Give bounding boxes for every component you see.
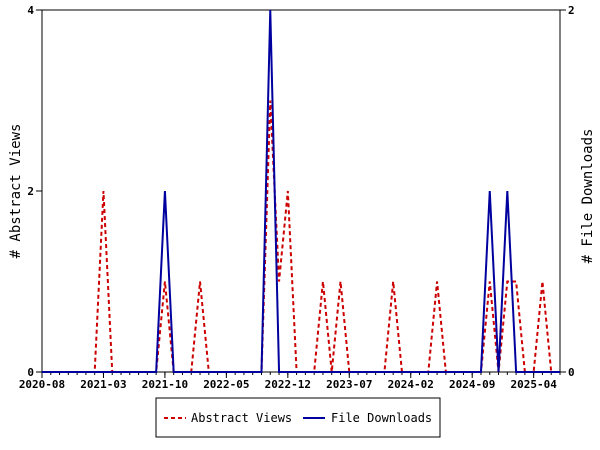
y-axis-left-title: # Abstract Views — [8, 124, 24, 259]
x-axis: 2020-08 2021-03 2021-10 2022-05 2022-12 2023-… — [19, 372, 561, 391]
series-layer — [42, 9, 560, 373]
legend-label-file-downloads: File Downloads — [331, 411, 432, 425]
y-right-tick-label: 0 — [568, 366, 575, 379]
x-tick-label: 2024-09 — [449, 378, 495, 391]
y-right-tick-label: 2 — [568, 4, 575, 17]
series-line-file-downloads — [42, 9, 560, 373]
y-left-tick-label: 2 — [27, 185, 34, 198]
y-axis-left: 0 2 4 — [27, 4, 42, 379]
x-tick-label: 2022-12 — [265, 378, 311, 391]
y-left-tick-label: 0 — [27, 366, 34, 379]
x-tick-label: 2022-05 — [203, 378, 249, 391]
y-axis-right: 02 — [560, 4, 575, 379]
x-tick-label: 2021-03 — [80, 378, 126, 391]
legend-box — [155, 397, 441, 438]
x-tick-label: 2024-02 — [388, 378, 434, 391]
x-tick-label: 2023-07 — [326, 378, 372, 391]
x-tick-label: 2021-10 — [142, 378, 188, 391]
plot-frame — [41, 9, 561, 373]
x-tick-label: 2020-08 — [19, 378, 65, 391]
x-tick-label: 2025-04 — [510, 378, 557, 391]
legend: Abstract Views File Downloads — [155, 397, 441, 438]
legend-label-abstract-views: Abstract Views — [191, 411, 292, 425]
y-left-tick-label: 4 — [27, 4, 34, 17]
y-axis-right-title: # File Downloads — [580, 129, 596, 264]
